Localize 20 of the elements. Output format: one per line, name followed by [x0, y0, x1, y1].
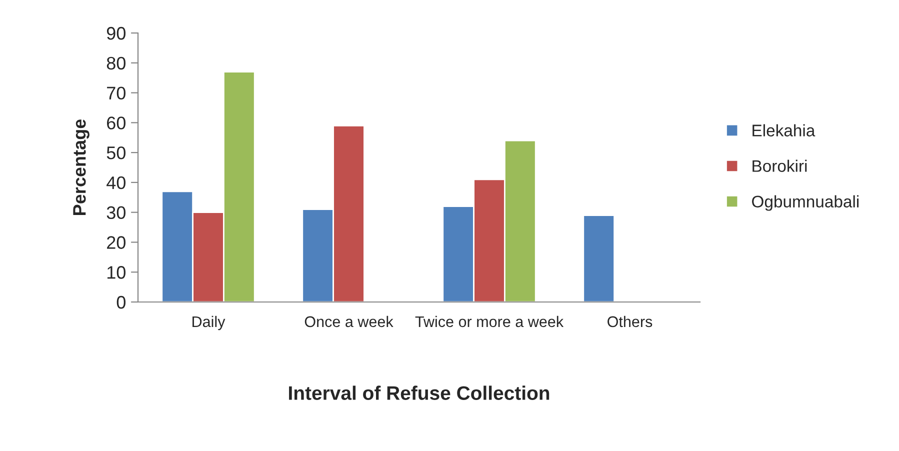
- y-tick-label: 40: [106, 176, 126, 190]
- y-tick-label: 30: [106, 206, 126, 220]
- bar: [582, 214, 615, 302]
- legend-label: Elekahia: [752, 124, 816, 136]
- y-tick-label: 10: [107, 266, 126, 279]
- y-tick-label: 50: [106, 146, 126, 160]
- y-tick-label: 20: [107, 236, 126, 249]
- y-tick-label: 90: [106, 26, 126, 40]
- legend-label: Ogbumnuabali: [752, 195, 859, 211]
- legend-label: Borokiri: [752, 160, 807, 172]
- x-tick-label: Twice or more a week: [415, 316, 564, 328]
- y-axis-title: Percentage: [73, 119, 90, 215]
- x-tick-label: Others: [608, 316, 652, 328]
- x-tick-label: Daily: [192, 316, 226, 330]
- x-tick-label: Once a week: [304, 316, 394, 328]
- x-axis-title: Interval of Refuse Collection: [289, 386, 550, 400]
- y-tick-label: 60: [107, 116, 126, 130]
- y-tick-label: 70: [107, 86, 126, 100]
- y-tick-label: 80: [106, 56, 126, 70]
- y-tick-label: 0: [116, 296, 126, 309]
